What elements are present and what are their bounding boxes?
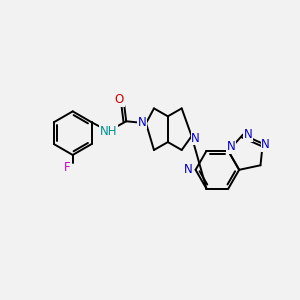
Text: N: N (227, 140, 236, 154)
Text: N: N (261, 138, 270, 151)
Text: N: N (191, 132, 200, 145)
Text: N: N (138, 116, 146, 129)
Text: N: N (184, 163, 193, 176)
Text: N: N (243, 128, 252, 141)
Text: O: O (115, 93, 124, 106)
Text: NH: NH (100, 125, 117, 138)
Text: F: F (64, 161, 70, 174)
